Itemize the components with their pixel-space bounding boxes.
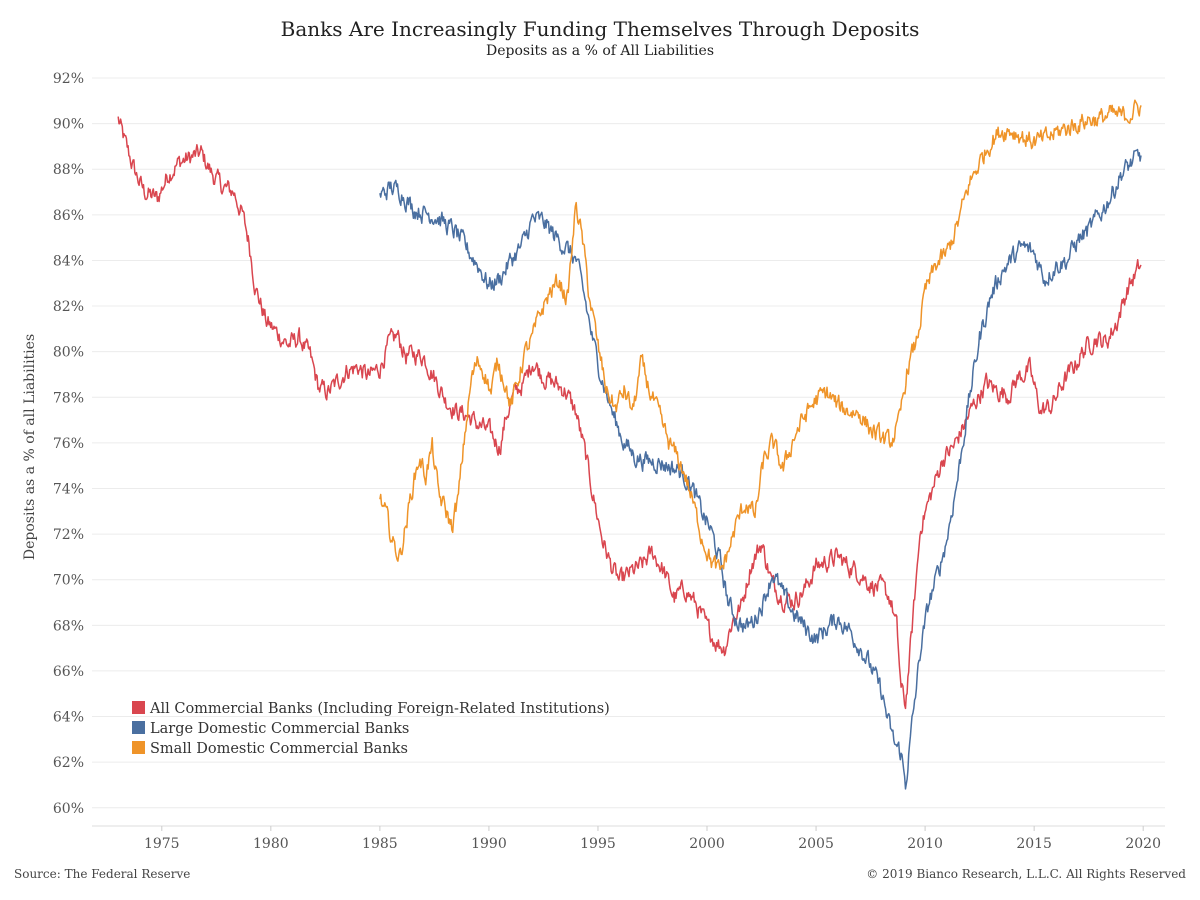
legend: All Commercial Banks (Including Foreign-… xyxy=(132,701,610,757)
x-tick-label: 1985 xyxy=(362,836,398,852)
series-line-0 xyxy=(117,116,1142,710)
x-tick-label: 1995 xyxy=(580,836,616,852)
x-tick-label: 2010 xyxy=(907,836,943,852)
y-tick-label: 92% xyxy=(53,71,84,87)
x-tick-label: 1975 xyxy=(144,836,180,852)
y-tick-label: 70% xyxy=(53,573,84,589)
legend-label-0: All Commercial Banks (Including Foreign-… xyxy=(149,701,610,717)
series-lines xyxy=(117,99,1142,790)
source-note: Source: The Federal Reserve xyxy=(14,867,191,881)
x-tick-label: 2005 xyxy=(798,836,834,852)
y-tick-label: 88% xyxy=(53,162,84,178)
legend-swatch-2 xyxy=(132,741,145,754)
copyright-note: © 2019 Bianco Research, L.L.C. All Right… xyxy=(866,867,1186,881)
series-line-2 xyxy=(379,99,1142,571)
x-tick-label: 1980 xyxy=(253,836,289,852)
x-tick-label: 2020 xyxy=(1125,836,1161,852)
y-tick-label: 62% xyxy=(53,755,84,771)
y-tick-label: 64% xyxy=(53,710,84,726)
y-tick-label: 78% xyxy=(53,390,84,406)
x-axis-ticks: 1975 1980 1985 1990 1995 2000 2005 2010 2015 2020 xyxy=(144,826,1161,852)
y-tick-label: 66% xyxy=(53,664,84,680)
series-line-1 xyxy=(379,148,1142,790)
chart-subtitle: Deposits as a % of All Liabilities xyxy=(485,43,715,59)
y-tick-label: 84% xyxy=(53,253,84,269)
x-tick-label: 2015 xyxy=(1016,836,1052,852)
y-tick-label: 76% xyxy=(53,436,84,452)
legend-label-1: Large Domestic Commercial Banks xyxy=(150,721,409,737)
y-tick-label: 82% xyxy=(53,299,84,315)
y-tick-label: 90% xyxy=(53,117,84,133)
y-tick-label: 86% xyxy=(53,208,84,224)
y-tick-label: 60% xyxy=(53,801,84,817)
x-tick-label: 2000 xyxy=(689,836,725,852)
y-axis-ticks: 60% 62% 64% 66% 68% 70% 72% 74% 76% 78% 80% 82% 84% 8… xyxy=(53,71,84,817)
y-tick-label: 68% xyxy=(53,618,84,634)
y-axis-title: Deposits as a % of all Liabilities xyxy=(22,334,38,560)
legend-swatch-0 xyxy=(132,701,145,714)
y-tick-label: 72% xyxy=(53,527,84,543)
y-tick-label: 74% xyxy=(53,481,84,497)
chart-title: Banks Are Increasingly Funding Themselve… xyxy=(280,17,920,41)
legend-label-2: Small Domestic Commercial Banks xyxy=(150,741,408,757)
legend-swatch-1 xyxy=(132,721,145,734)
x-tick-label: 1990 xyxy=(471,836,507,852)
y-tick-label: 80% xyxy=(53,345,84,361)
